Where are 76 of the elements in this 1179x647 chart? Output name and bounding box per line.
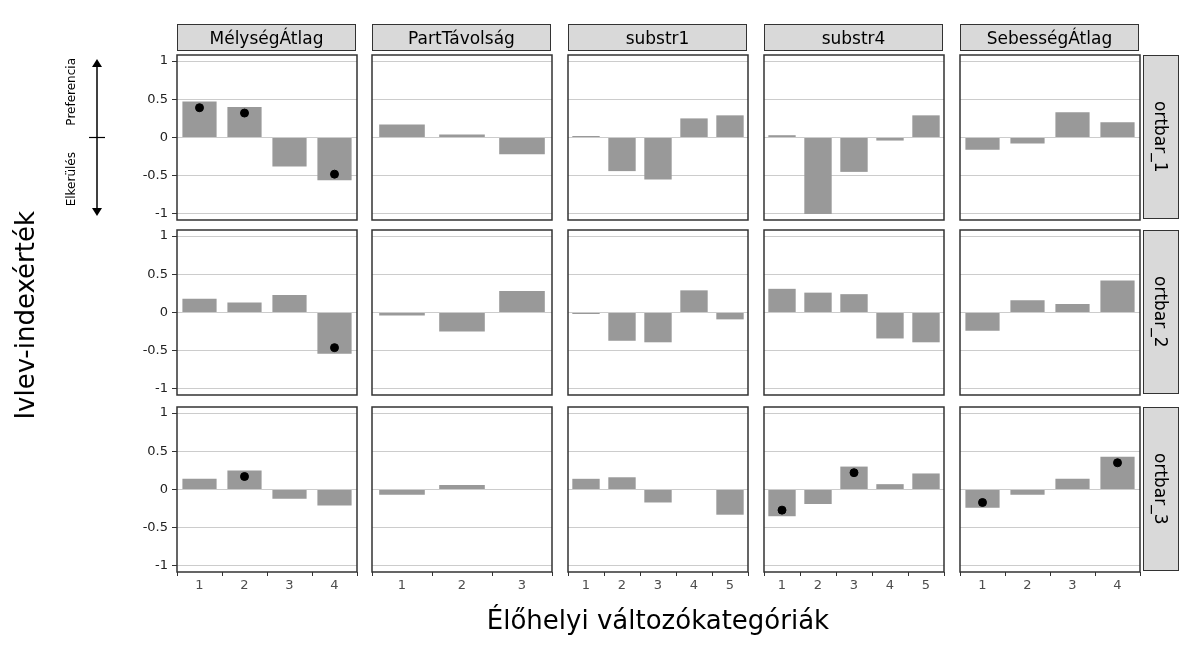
x-tick-label: 4 (330, 577, 339, 593)
x-tick-label: 5 (921, 577, 931, 593)
y2-axis-title: ortbar_1 (1151, 101, 1171, 173)
bar (182, 101, 217, 137)
y-tick-label: 0.5 (147, 442, 168, 458)
bar (182, 298, 217, 312)
x-tick-label: 5 (725, 577, 735, 593)
chart-title: substr1 (568, 24, 747, 51)
x-tick-label: 2 (813, 577, 823, 593)
bar (317, 490, 352, 506)
x-tick-label: 2 (1023, 577, 1032, 593)
bar (272, 138, 307, 167)
bar (1100, 280, 1135, 312)
y-tick-label: 0 (159, 480, 168, 496)
y2-axis-title: ortbar_2 (1151, 276, 1171, 348)
y-tick-label: 0 (159, 128, 168, 144)
bar (876, 484, 904, 489)
y-axis-title: Ivlev-indexérték (10, 210, 40, 420)
x-tick-label: 4 (689, 577, 699, 593)
bar (804, 490, 832, 505)
y2-axis-title: ortbar_3 (1151, 453, 1171, 525)
text: Preferencia (64, 58, 78, 127)
chart-title: MélységÁtlag (177, 24, 356, 51)
y-tick-label: 0 (159, 303, 168, 319)
bar (804, 292, 832, 312)
x-tick-label: 3 (285, 577, 294, 593)
x-tick-label: 3 (849, 577, 859, 593)
chart-title: substr4 (764, 24, 943, 51)
x-tick-label: 3 (517, 577, 527, 593)
y-tick-label: 0.5 (147, 90, 168, 106)
bar (644, 138, 672, 180)
bar (317, 313, 352, 354)
chart-title: SebességÁtlag (960, 24, 1139, 51)
bar (272, 294, 307, 312)
bar (840, 294, 868, 312)
bar (768, 490, 796, 517)
bar (768, 288, 796, 312)
x-tick-label: 3 (653, 577, 663, 593)
x-tick-label: 1 (978, 577, 987, 593)
bar (227, 106, 262, 137)
bar (272, 490, 307, 499)
y-tick-label: -0.5 (142, 519, 168, 535)
bar (182, 478, 217, 489)
y-tick-label: 1 (159, 404, 168, 420)
y-tick-label: -1 (155, 380, 168, 396)
x-tick-label: 2 (617, 577, 627, 593)
bar (965, 313, 1000, 331)
x-tick-label: 1 (777, 577, 787, 593)
x-tick-label: 4 (885, 577, 895, 593)
bar (227, 302, 262, 312)
x-tick-label: 1 (195, 577, 204, 593)
y-tick-label: 0.5 (147, 265, 168, 281)
x-tick-label: 2 (457, 577, 467, 593)
y-tick-label: -1 (155, 205, 168, 221)
bar (912, 473, 940, 489)
bar (716, 115, 744, 137)
x-tick-label: 4 (1113, 577, 1122, 593)
y-tick-label: -0.5 (142, 167, 168, 183)
y-tick-label: 1 (159, 227, 168, 243)
text: Elkerülés (64, 151, 78, 206)
bar (912, 313, 940, 343)
x-axis-title: Élőhelyi változókategóriák (485, 605, 831, 635)
x-tick-label: 1 (397, 577, 407, 593)
bar (608, 138, 636, 172)
y-tick-label: -1 (155, 557, 168, 573)
x-tick-label: 1 (581, 577, 591, 593)
bar (1010, 300, 1045, 312)
chart-title: PartTávolság (372, 24, 551, 51)
bar (1055, 304, 1090, 312)
y-tick-label: -0.5 (142, 342, 168, 358)
bar (680, 118, 708, 137)
bar (876, 313, 904, 339)
x-tick-label: 3 (1068, 577, 1077, 593)
x-tick-label: 2 (240, 577, 249, 593)
y-tick-label: 1 (159, 52, 168, 68)
bar (317, 138, 352, 181)
